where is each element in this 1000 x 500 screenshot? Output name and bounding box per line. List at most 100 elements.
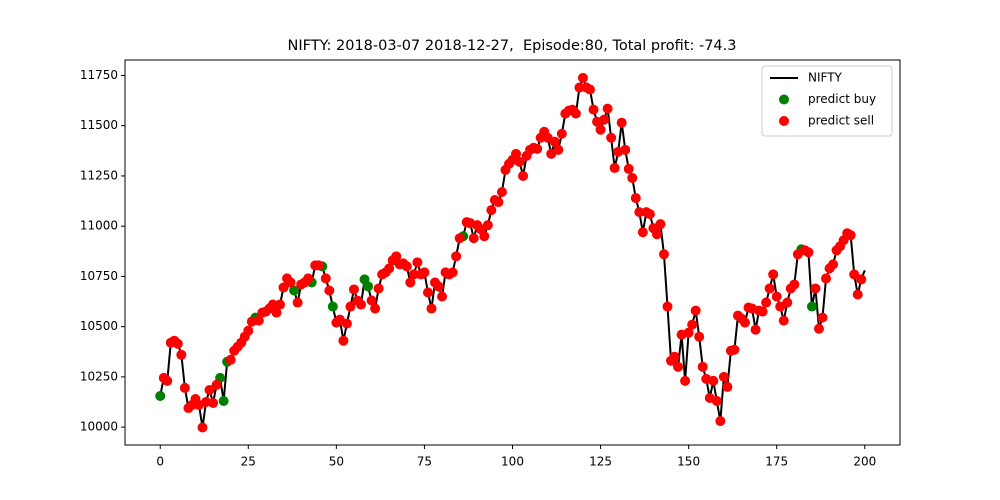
point — [651, 229, 662, 240]
legend-label: predict buy — [808, 92, 876, 106]
point — [577, 72, 588, 83]
point — [606, 132, 617, 143]
y-tick-label: 10250 — [80, 369, 118, 383]
point — [208, 398, 219, 409]
point — [708, 375, 719, 386]
point — [828, 259, 839, 270]
point — [338, 335, 349, 346]
point — [771, 291, 782, 302]
legend-swatch — [779, 116, 789, 126]
chart-title: NIFTY: 2018-03-07 2018-12-27, Episode:80… — [288, 38, 737, 54]
point — [750, 324, 761, 335]
x-tick-label: 200 — [853, 455, 876, 469]
x-tick-label: 25 — [241, 455, 256, 469]
point — [630, 193, 641, 204]
point — [204, 384, 215, 395]
point — [620, 144, 631, 155]
point — [275, 299, 285, 310]
point — [803, 247, 814, 258]
y-tick-label: 11250 — [80, 168, 118, 182]
point — [690, 305, 701, 316]
point — [405, 277, 416, 288]
point — [468, 233, 479, 244]
point — [412, 257, 423, 268]
point — [197, 422, 208, 433]
point — [761, 297, 772, 308]
point — [454, 233, 465, 244]
point — [433, 281, 444, 292]
point — [585, 84, 595, 95]
point — [356, 299, 367, 310]
point — [419, 267, 430, 278]
point — [616, 117, 627, 128]
point — [634, 207, 645, 218]
point — [225, 354, 236, 365]
point — [253, 315, 264, 326]
point — [595, 124, 606, 135]
point — [437, 291, 448, 302]
x-tick-label: 175 — [765, 455, 788, 469]
point — [549, 136, 560, 147]
point — [680, 375, 691, 386]
point — [757, 306, 768, 317]
point — [363, 281, 374, 292]
x-tick-label: 100 — [501, 455, 524, 469]
y-tick-label: 11750 — [80, 68, 118, 82]
point — [370, 303, 381, 314]
point — [694, 331, 705, 342]
point — [627, 172, 638, 183]
point — [718, 371, 729, 382]
point — [856, 274, 867, 285]
y-tick-label: 10500 — [80, 319, 118, 333]
point — [176, 349, 187, 360]
point — [155, 390, 166, 401]
point — [384, 263, 395, 274]
point — [662, 301, 673, 312]
point — [644, 209, 655, 220]
point — [599, 114, 610, 125]
point — [711, 395, 722, 406]
point — [570, 108, 581, 119]
point — [574, 82, 585, 93]
legend-box — [761, 65, 893, 137]
point — [218, 395, 229, 406]
point — [852, 289, 863, 300]
point — [366, 295, 377, 306]
point — [327, 301, 338, 312]
point — [373, 283, 384, 294]
point — [345, 301, 356, 312]
point — [553, 144, 564, 155]
point — [422, 287, 433, 298]
x-tick-label: 150 — [677, 455, 700, 469]
point — [602, 103, 613, 114]
point — [348, 284, 359, 295]
point — [556, 128, 567, 139]
point — [782, 297, 793, 308]
point — [609, 162, 620, 173]
y-tick-label: 10750 — [80, 269, 118, 283]
point — [292, 297, 303, 308]
point — [324, 285, 335, 296]
point — [313, 260, 324, 271]
point — [267, 299, 278, 310]
point — [669, 351, 680, 362]
point — [806, 301, 817, 312]
point — [401, 261, 412, 272]
legend-label: NIFTY — [808, 71, 843, 85]
x-tick-label: 125 — [589, 455, 612, 469]
point — [271, 307, 282, 318]
point — [817, 312, 828, 323]
point — [683, 327, 694, 338]
point — [532, 143, 543, 154]
point — [722, 381, 733, 392]
point — [391, 251, 402, 262]
point — [162, 375, 173, 386]
point — [729, 344, 740, 355]
point — [697, 361, 708, 372]
point — [303, 273, 314, 284]
point — [637, 227, 648, 238]
point — [764, 283, 775, 294]
y-tick-label: 10000 — [80, 420, 118, 434]
